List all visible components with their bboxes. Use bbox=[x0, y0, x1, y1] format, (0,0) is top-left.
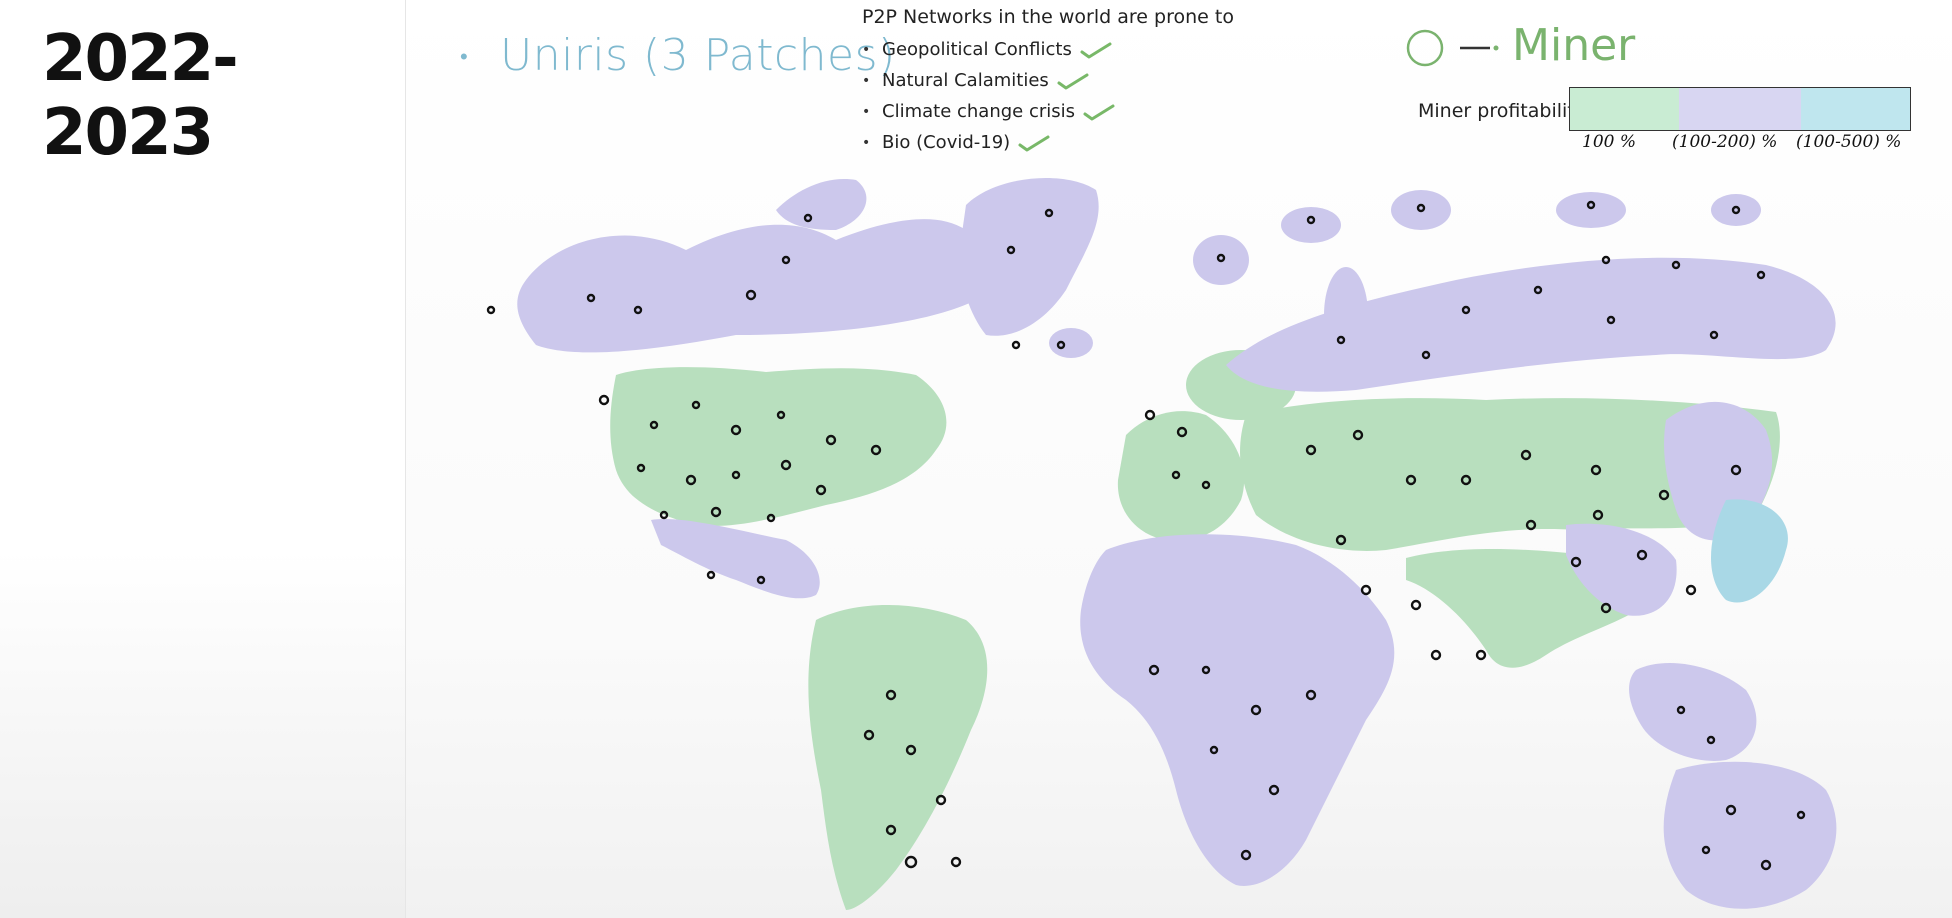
checkmark-icon bbox=[1057, 73, 1089, 89]
profit-segment-100-500 bbox=[1801, 88, 1910, 130]
bullet-icon: • bbox=[862, 41, 871, 58]
region-greenland bbox=[959, 178, 1099, 358]
risk-heading: P2P Networks in the world are prone to bbox=[862, 6, 1234, 28]
region-asia-central bbox=[1240, 398, 1780, 551]
profit-segment-100-200 bbox=[1678, 88, 1802, 130]
left-panel: 2022-2023 bbox=[0, 0, 406, 918]
risk-label: Climate change crisis bbox=[882, 101, 1076, 122]
miner-label: Miner bbox=[1512, 20, 1636, 71]
risk-label: Geopolitical Conflicts bbox=[882, 39, 1072, 60]
risk-item: • Geopolitical Conflicts bbox=[862, 34, 1234, 65]
profitability-bar bbox=[1569, 87, 1911, 131]
patch-title: Uniris (3 Patches) bbox=[500, 30, 896, 81]
region-russia-north bbox=[1193, 190, 1836, 392]
year-title: 2022-2023 bbox=[42, 22, 239, 170]
risk-list: • Geopolitical Conflicts • Natural Calam… bbox=[862, 34, 1234, 158]
risk-list-panel: P2P Networks in the world are prone to •… bbox=[862, 6, 1234, 158]
profit-tick-label: (100-500) % bbox=[1796, 132, 1902, 152]
risk-label: Natural Calamities bbox=[882, 70, 1049, 91]
region-south-asia bbox=[1406, 523, 1677, 668]
region-south-america bbox=[808, 605, 988, 910]
risk-item: • Climate change crisis bbox=[862, 96, 1234, 127]
profit-segment-100 bbox=[1570, 88, 1679, 130]
region-southeast-asia-oceania bbox=[1629, 662, 1837, 909]
profitability-label: Miner profitability bbox=[1418, 100, 1586, 122]
region-east-asia bbox=[1664, 401, 1788, 603]
checkmark-icon bbox=[1018, 135, 1050, 151]
region-usa-canada bbox=[610, 367, 947, 526]
checkmark-icon bbox=[1083, 104, 1115, 120]
miner-circle-icon bbox=[1406, 29, 1499, 66]
patch-bullet-icon: • bbox=[460, 44, 468, 69]
risk-label: Bio (Covid-19) bbox=[882, 132, 1011, 153]
checkmark-icon bbox=[1080, 42, 1112, 58]
profit-tick-label: (100-200) % bbox=[1672, 132, 1778, 152]
bullet-icon: • bbox=[862, 134, 871, 151]
miner-legend: Miner bbox=[1404, 20, 1635, 71]
bullet-icon: • bbox=[862, 72, 871, 89]
region-mexico-central-america bbox=[651, 519, 820, 599]
profit-tick-label: 100 % bbox=[1582, 132, 1637, 152]
risk-item: • Natural Calamities bbox=[862, 65, 1234, 96]
region-africa bbox=[1080, 534, 1395, 886]
risk-item: • Bio (Covid-19) bbox=[862, 127, 1234, 158]
bullet-icon: • bbox=[862, 103, 871, 120]
world-map bbox=[486, 178, 1837, 910]
miner-markers bbox=[486, 200, 1806, 871]
region-north-america-north bbox=[517, 179, 976, 353]
